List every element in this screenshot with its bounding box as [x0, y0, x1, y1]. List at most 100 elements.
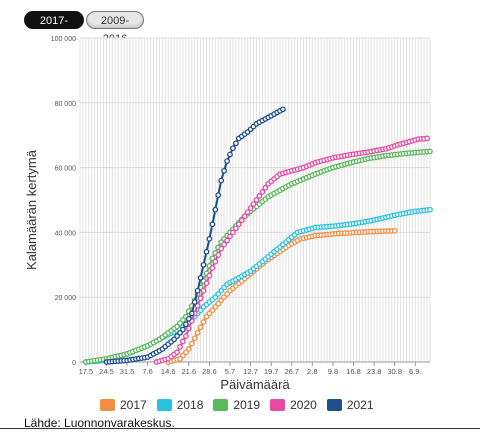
series-2021-point[interactable] — [230, 145, 236, 152]
x-tick-label: 19.7 — [264, 367, 279, 376]
series-2018-point[interactable] — [427, 206, 433, 213]
series-2020-point[interactable] — [194, 302, 201, 309]
series-2020-point[interactable] — [224, 237, 230, 244]
series-2020-point[interactable] — [200, 287, 207, 294]
series-2017-point[interactable] — [391, 227, 398, 234]
x-tick-label: 16.8 — [346, 367, 361, 376]
legend-label: 2021 — [346, 398, 374, 412]
y-axis-title: Kalamäärän kertymä — [24, 149, 39, 270]
x-tick-label: 14.6 — [161, 367, 176, 376]
series-2020-point[interactable] — [185, 325, 192, 332]
x-tick-label: 26.7 — [284, 367, 299, 376]
series-2021-point[interactable] — [212, 206, 219, 213]
series-2020-point[interactable] — [238, 217, 245, 224]
series-2020-point[interactable] — [253, 197, 260, 203]
series-2021-point[interactable] — [200, 261, 207, 268]
series-2020-point[interactable] — [209, 265, 216, 271]
series-2019-point[interactable] — [180, 317, 186, 323]
series-2020-point[interactable] — [177, 344, 183, 350]
series-2021-point[interactable] — [203, 248, 210, 255]
series-2021-point[interactable] — [188, 310, 195, 317]
series-2021-point[interactable] — [180, 326, 186, 333]
series-2020-point[interactable] — [424, 135, 430, 142]
x-tick-label: 2.8 — [307, 367, 317, 376]
legend-label: 2018 — [176, 398, 204, 412]
series-2021-point[interactable] — [218, 177, 225, 184]
x-tick-label: 7.6 — [142, 367, 152, 376]
y-tick-label: 100 000 — [51, 36, 76, 43]
series-2020-point[interactable] — [203, 280, 210, 287]
series-2017-point[interactable] — [200, 319, 207, 325]
series-2020-point[interactable] — [262, 184, 269, 191]
series-2020-point[interactable] — [244, 209, 251, 216]
series-2021-point[interactable] — [183, 321, 189, 328]
x-tick-label: 5.7 — [225, 367, 235, 376]
series-2020-point[interactable] — [197, 295, 204, 302]
series-2019-point[interactable] — [427, 148, 433, 155]
series-2021-point[interactable] — [206, 236, 213, 242]
legend-item-2021[interactable]: 2021 — [326, 398, 374, 412]
series-2021-point[interactable] — [233, 140, 239, 147]
series-2021-point[interactable] — [221, 167, 227, 174]
tab-2017-2021[interactable]: 2017-2021 — [24, 11, 84, 45]
series-2020-point[interactable] — [221, 241, 227, 248]
series-2018-point[interactable] — [215, 291, 222, 297]
series-2020-point[interactable] — [218, 245, 225, 252]
legend-swatch — [213, 399, 229, 411]
series-2021-point[interactable] — [185, 315, 192, 322]
x-tick-label: 17.5 — [79, 367, 94, 376]
series-2021-point[interactable] — [194, 287, 201, 294]
legend-swatch — [270, 399, 286, 411]
series-2017-point[interactable] — [191, 335, 198, 342]
series-2017-point[interactable] — [185, 346, 192, 352]
legend-label: 2017 — [120, 398, 147, 412]
legend-swatch — [100, 399, 115, 411]
y-tick-label: 60 000 — [55, 166, 77, 173]
series-2020-point[interactable] — [174, 349, 180, 356]
series-2021-point[interactable] — [209, 221, 216, 228]
series-2020-point[interactable] — [256, 193, 263, 199]
series-2021-point[interactable] — [280, 106, 286, 113]
series-2021-point[interactable] — [215, 192, 222, 198]
series-2017-point[interactable] — [194, 329, 201, 336]
y-tick-label: 40 000 — [55, 230, 77, 237]
legend-swatch — [156, 399, 172, 411]
series-2020-point[interactable] — [227, 233, 233, 240]
series-2020-point[interactable] — [215, 252, 222, 258]
x-tick-label: 12.7 — [243, 367, 258, 376]
x-axis-title: Päivämäärä — [220, 377, 290, 392]
series-2020-point[interactable] — [180, 338, 186, 345]
source-note: Lähde: Luonnonvarakeskus. — [24, 416, 175, 430]
y-tick-label: 0 — [72, 360, 76, 367]
series-2021-point[interactable] — [227, 151, 233, 158]
legend-item-2020[interactable]: 2020 — [270, 398, 317, 412]
x-tick-label: 31.5 — [120, 367, 135, 376]
legend-label: 2019 — [233, 398, 261, 412]
series-2017-point[interactable] — [188, 340, 195, 347]
series-2020-point[interactable] — [241, 213, 248, 220]
series-2020-point[interactable] — [250, 201, 257, 207]
series-2020-point[interactable] — [212, 258, 219, 265]
x-tick-label: 21.6 — [182, 367, 197, 376]
legend-item-2017[interactable]: 2017 — [100, 398, 147, 412]
x-tick-label: 30.8 — [387, 367, 402, 376]
series-2018-point[interactable] — [221, 284, 227, 291]
y-tick-label: 80 000 — [55, 101, 77, 108]
x-tick-label: 23.8 — [367, 367, 382, 376]
series-2020-point[interactable] — [259, 189, 266, 195]
series-2021-point[interactable] — [224, 158, 230, 164]
legend-item-2019[interactable]: 2019 — [213, 398, 260, 412]
series-2020-point[interactable] — [206, 272, 213, 279]
series-2017-point[interactable] — [197, 324, 204, 331]
series-2020-point[interactable] — [230, 229, 236, 236]
series-2020-point[interactable] — [247, 205, 254, 211]
legend-item-2018[interactable]: 2018 — [156, 398, 204, 412]
series-2020-point[interactable] — [233, 225, 239, 232]
series-2020-point[interactable] — [235, 221, 242, 228]
x-tick-label: 24.5 — [99, 367, 114, 376]
series-2021-point[interactable] — [191, 299, 198, 305]
series-2021-point[interactable] — [197, 274, 204, 281]
series-2017-point[interactable] — [215, 300, 222, 307]
series-2020-point[interactable] — [183, 333, 189, 339]
